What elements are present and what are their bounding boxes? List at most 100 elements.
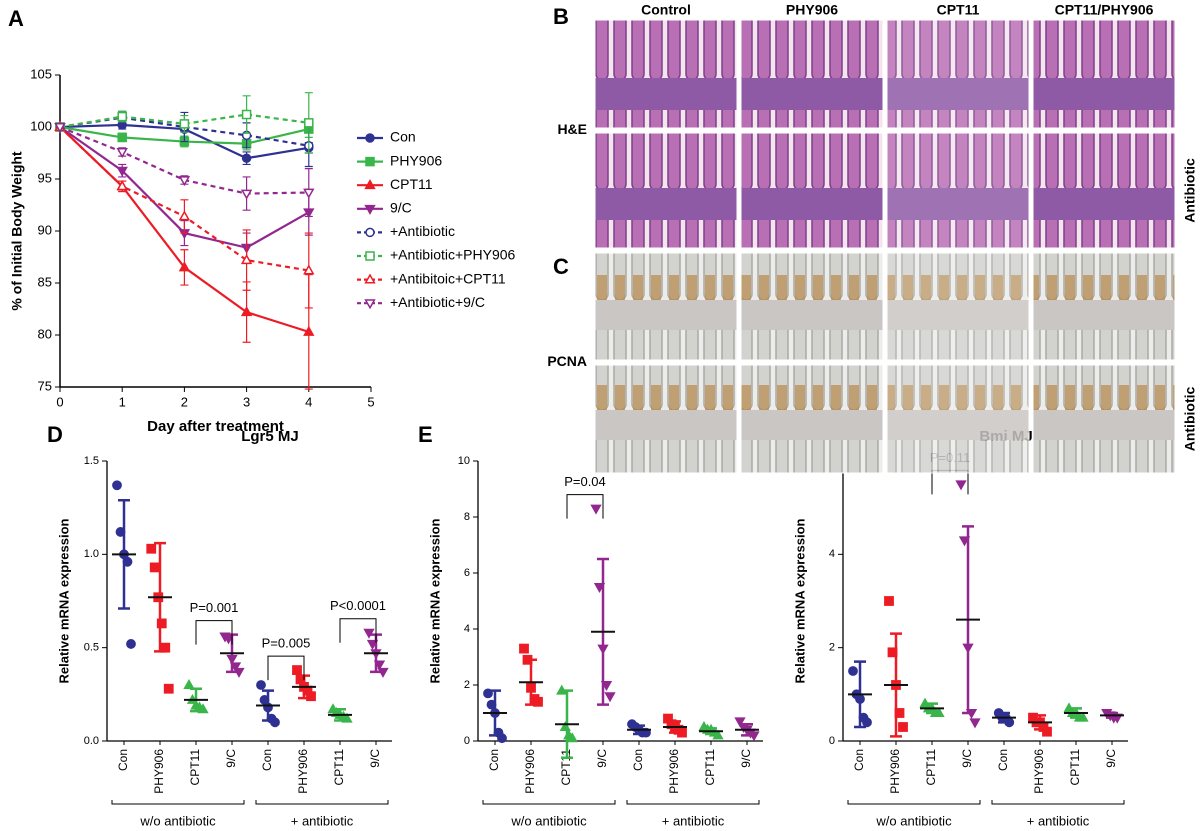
micrograph bbox=[1032, 252, 1176, 361]
legend-label: Con bbox=[390, 129, 416, 145]
marker bbox=[519, 643, 529, 654]
column-header: CPT11 bbox=[937, 2, 980, 18]
marker bbox=[566, 732, 578, 743]
x-axis-label: Day after treatment bbox=[147, 418, 284, 435]
marker bbox=[116, 148, 128, 159]
legend-label: CPT11 bbox=[390, 176, 433, 192]
marker bbox=[241, 153, 252, 163]
y-tick-label: 95 bbox=[38, 170, 52, 185]
marker bbox=[303, 264, 315, 275]
x-tick-label: Con bbox=[116, 749, 130, 771]
marker bbox=[256, 680, 266, 690]
micrograph bbox=[594, 19, 738, 129]
group-bracket bbox=[626, 800, 760, 805]
marker bbox=[306, 691, 316, 702]
p-value: P=0.005 bbox=[262, 636, 311, 651]
y-tick-label: 10 bbox=[458, 455, 470, 467]
y-tick-label: 0.5 bbox=[84, 642, 99, 654]
x-tick-label: 1 bbox=[119, 394, 126, 409]
significance-bracket bbox=[339, 618, 377, 643]
x-tick-label: 0 bbox=[56, 394, 63, 409]
chart-title: Lgr5 MJ bbox=[241, 428, 299, 445]
marker bbox=[590, 504, 602, 515]
stain-label: PCNA bbox=[547, 353, 587, 369]
legend-label: 9/C bbox=[390, 200, 412, 216]
legend-label: +Antibitoic+CPT11 bbox=[390, 270, 506, 286]
marker bbox=[156, 618, 167, 629]
side-label: Antibiotic bbox=[1182, 158, 1198, 223]
column-header: Control bbox=[641, 2, 691, 18]
x-tick-label: Con bbox=[852, 749, 866, 771]
group-label: + antibiotic bbox=[291, 813, 354, 828]
marker bbox=[116, 180, 128, 191]
y-axis-label: % of Initial Body Weight bbox=[9, 151, 25, 311]
x-tick-label: 9/C bbox=[224, 749, 238, 768]
y-tick-label: 80 bbox=[38, 326, 52, 341]
micrograph bbox=[886, 364, 1030, 474]
significance-bracket bbox=[195, 620, 233, 645]
y-axis-label: Relative mRNA expression bbox=[792, 518, 807, 683]
p-value: P=0.04 bbox=[564, 474, 606, 489]
marker bbox=[240, 305, 253, 317]
panel-letter: D bbox=[47, 422, 63, 447]
significance-bracket bbox=[566, 494, 604, 519]
marker bbox=[240, 189, 253, 200]
group-label: w/o antibiotic bbox=[510, 813, 587, 828]
marker bbox=[734, 717, 746, 728]
marker bbox=[178, 261, 191, 272]
marker bbox=[884, 596, 894, 606]
micrograph bbox=[740, 364, 884, 474]
marker bbox=[303, 325, 315, 336]
x-tick-label: Con bbox=[996, 749, 1010, 771]
y-tick-label: 0 bbox=[464, 735, 470, 747]
p-value: P=0.001 bbox=[190, 600, 239, 615]
legend-marker bbox=[365, 133, 375, 143]
micrograph bbox=[740, 132, 884, 249]
marker bbox=[117, 132, 127, 143]
y-tick-label: 100 bbox=[30, 118, 52, 133]
x-tick-label: CPT11 bbox=[924, 749, 938, 786]
x-tick-label: 9/C bbox=[1104, 749, 1118, 768]
marker bbox=[1042, 726, 1052, 737]
y-tick-label: 2 bbox=[829, 642, 835, 654]
p-value: P<0.0001 bbox=[330, 598, 386, 613]
y-axis-label: Relative mRNA expression bbox=[56, 518, 71, 683]
x-tick-label: CPT11 bbox=[332, 749, 346, 786]
x-tick-label: 9/C bbox=[368, 749, 382, 768]
marker bbox=[126, 639, 136, 649]
group-label: w/o antibiotic bbox=[139, 813, 216, 828]
micrograph bbox=[740, 19, 884, 129]
legend-label: +Antibiotic+PHY906 bbox=[390, 247, 516, 263]
legend-marker bbox=[365, 156, 375, 167]
group-label: w/o antibiotic bbox=[875, 813, 952, 828]
micrograph bbox=[886, 132, 1030, 249]
y-tick-label: 4 bbox=[464, 623, 470, 635]
marker bbox=[241, 109, 252, 120]
marker bbox=[304, 118, 314, 128]
stain-label: H&E bbox=[557, 121, 587, 137]
micrograph bbox=[1032, 364, 1176, 474]
series-line bbox=[59, 126, 309, 272]
y-tick-label: 2 bbox=[464, 679, 470, 691]
group-bracket bbox=[991, 800, 1125, 805]
marker bbox=[604, 692, 616, 703]
marker bbox=[848, 666, 858, 676]
group-bracket bbox=[111, 800, 245, 805]
x-tick-label: Con bbox=[487, 749, 501, 771]
marker bbox=[270, 717, 280, 728]
column-header: CPT11/PHY906 bbox=[1055, 2, 1154, 18]
marker bbox=[112, 480, 122, 491]
x-tick-label: 5 bbox=[367, 394, 374, 409]
y-tick-label: 0.0 bbox=[84, 735, 99, 747]
marker bbox=[292, 665, 302, 675]
series-line bbox=[59, 116, 309, 147]
y-tick-label: 1.5 bbox=[84, 455, 99, 467]
y-tick-label: 6 bbox=[464, 567, 470, 579]
panel-letter: A bbox=[8, 6, 24, 31]
x-tick-label: 9/C bbox=[739, 749, 753, 768]
marker bbox=[178, 210, 191, 221]
micrograph bbox=[886, 19, 1030, 129]
legend-marker bbox=[365, 227, 375, 238]
group-label: + antibiotic bbox=[662, 813, 725, 828]
